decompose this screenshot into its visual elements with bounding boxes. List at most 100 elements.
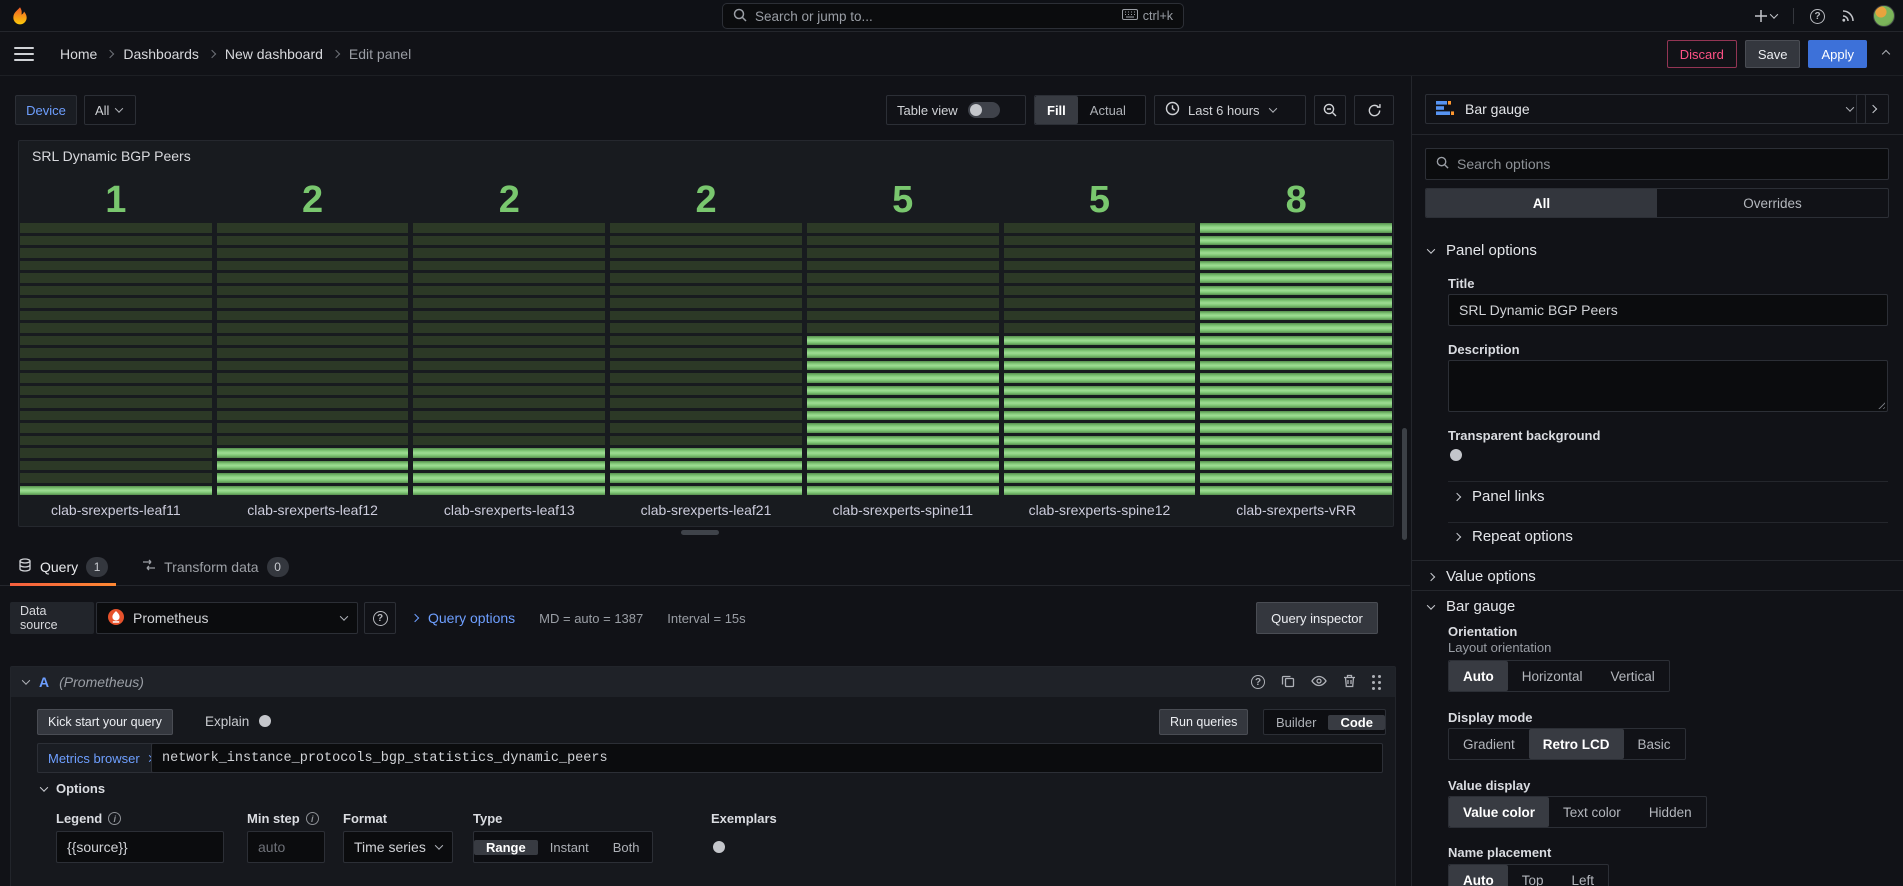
variable-device-value-dropdown[interactable]: All	[84, 95, 136, 125]
min-step-input[interactable]: auto	[247, 831, 325, 863]
bar-gauge-panel[interactable]: SRL Dynamic BGP Peers 1 clab-srexperts-le…	[18, 140, 1394, 527]
option-fill[interactable]: Fill	[1035, 96, 1078, 124]
apply-button[interactable]: Apply	[1808, 40, 1867, 68]
lcd-segment-lit	[1003, 435, 1196, 445]
search-options-input[interactable]: Search options	[1425, 148, 1889, 180]
bar-gauge-section-header[interactable]: Bar gauge	[1426, 598, 1515, 615]
time-range-picker[interactable]: Last 6 hours	[1154, 95, 1306, 125]
lcd-segment-unlit	[20, 235, 212, 245]
zoom-out-time-button[interactable]	[1314, 95, 1346, 125]
option-basic[interactable]: Basic	[1637, 736, 1671, 752]
lcd-segment-unlit	[20, 460, 212, 470]
table-view-toggle[interactable]	[967, 102, 1000, 118]
option-top[interactable]: Top	[1521, 872, 1544, 886]
legend-input[interactable]: {{source}}	[56, 831, 224, 863]
query-a-header[interactable]: A (Prometheus)	[11, 667, 1395, 697]
grafana-logo[interactable]	[10, 6, 30, 29]
query-inspector-button[interactable]: Query inspector	[1256, 602, 1378, 634]
duplicate-query-icon[interactable]	[1281, 674, 1295, 691]
search-input[interactable]: Search or jump to... ctrl+k	[722, 3, 1184, 29]
lcd-segment-unlit	[610, 385, 802, 395]
datasource-help-button[interactable]: ?	[364, 602, 396, 634]
panel-description-textarea[interactable]	[1448, 360, 1888, 412]
option-actual[interactable]: Actual	[1089, 102, 1126, 118]
menu-toggle-icon[interactable]	[14, 46, 34, 61]
run-queries-button[interactable]: Run queries	[1159, 709, 1249, 735]
collapse-options-pane-button[interactable]	[1856, 94, 1889, 124]
option-range[interactable]: Range	[474, 839, 538, 855]
panel-options-section-header[interactable]: Panel options	[1426, 242, 1537, 259]
kick-start-query-button[interactable]: Kick start your query	[37, 709, 173, 735]
variable-device-label[interactable]: Device	[15, 95, 77, 125]
option-retro-lcd[interactable]: Retro LCD	[1528, 729, 1624, 759]
info-icon[interactable]: i	[108, 812, 122, 825]
help-icon[interactable]: ?	[1810, 8, 1825, 24]
breadcrumb-dashboards[interactable]: Dashboards	[123, 45, 199, 62]
option-gradient[interactable]: Gradient	[1463, 736, 1515, 752]
max-data-points-text: MD = auto = 1387	[539, 610, 644, 626]
info-icon[interactable]: i	[305, 812, 319, 825]
option-left[interactable]: Left	[1571, 872, 1595, 886]
lcd-segment-unlit	[20, 360, 212, 370]
lcd-segment-unlit	[610, 423, 802, 433]
discard-button[interactable]: Discard	[1666, 40, 1737, 68]
panel-title-input[interactable]: SRL Dynamic BGP Peers	[1448, 294, 1888, 326]
bar-gauge-viz-icon	[1436, 100, 1456, 119]
refresh-button[interactable]	[1354, 95, 1394, 125]
metrics-browser-button[interactable]: Metrics browser	[37, 743, 162, 773]
new-menu-button[interactable]	[1754, 9, 1779, 23]
tab-transform-data[interactable]: Transform data 0	[132, 548, 298, 586]
save-button[interactable]: Save	[1744, 40, 1801, 68]
bar-gauge-column: 5 clab-srexperts-spine11	[806, 177, 999, 525]
option-auto[interactable]: Auto	[1449, 865, 1508, 886]
type-field-label: Type	[473, 811, 503, 826]
lcd-segment-unlit	[806, 260, 999, 270]
main-scrollbar[interactable]	[1402, 428, 1407, 540]
option-code[interactable]: Code	[1328, 714, 1385, 730]
bar-gauge-value: 2	[498, 178, 520, 221]
delete-query-icon[interactable]	[1343, 674, 1356, 691]
bar-gauge-value: 1	[105, 178, 127, 221]
query-expression-input[interactable]: network_instance_protocols_bgp_statistic…	[151, 743, 1383, 773]
drag-query-handle[interactable]	[1372, 674, 1381, 690]
bar-gauge-segments	[413, 223, 606, 495]
lcd-segment-unlit	[20, 273, 212, 283]
collapse-header-icon[interactable]	[1881, 49, 1891, 59]
option-horizontal[interactable]: Horizontal	[1521, 668, 1583, 684]
lcd-segment-unlit	[1003, 235, 1196, 245]
query-options-expand-icon[interactable]	[410, 613, 420, 623]
collapse-query-icon[interactable]	[21, 676, 31, 685]
breadcrumb-home[interactable]: Home	[60, 45, 98, 62]
breadcrumb-new-dashboard[interactable]: New dashboard	[224, 45, 323, 62]
news-rss-icon[interactable]	[1841, 7, 1857, 26]
hide-query-icon[interactable]	[1311, 674, 1327, 690]
title-field-label: Title	[1448, 276, 1475, 291]
option-builder[interactable]: Builder	[1276, 714, 1317, 730]
tab-overrides[interactable]: Overrides	[1743, 195, 1802, 211]
query-options-section-header[interactable]: Options	[39, 781, 105, 796]
option-both[interactable]: Both	[612, 839, 640, 855]
option-text-color[interactable]: Text color	[1563, 804, 1621, 820]
bar-gauge-label: clab-srexperts-spine12	[1028, 502, 1171, 518]
pane-resize-handle[interactable]	[681, 530, 719, 535]
option-instant[interactable]: Instant	[549, 839, 589, 855]
repeat-options-section-header[interactable]: Repeat options	[1452, 528, 1573, 545]
bar-gauge-column: 2 clab-srexperts-leaf13	[413, 177, 606, 525]
visualization-picker[interactable]: Bar gauge	[1425, 94, 1866, 124]
format-select[interactable]: Time series	[343, 831, 453, 863]
value-options-section-header[interactable]: Value options	[1426, 568, 1536, 585]
option-value-color[interactable]: Value color	[1449, 797, 1550, 827]
transform-icon	[142, 558, 156, 575]
query-help-icon[interactable]: ?	[1251, 675, 1265, 689]
panel-links-section-header[interactable]: Panel links	[1452, 488, 1545, 505]
option-vertical[interactable]: Vertical	[1610, 668, 1655, 684]
query-options-link[interactable]: Query options	[428, 610, 516, 626]
tab-all[interactable]: All	[1426, 189, 1657, 217]
lcd-segment-unlit	[20, 448, 212, 458]
user-avatar[interactable]	[1873, 5, 1895, 27]
option-hidden[interactable]: Hidden	[1648, 804, 1692, 820]
tab-query[interactable]: Query 1	[8, 548, 118, 586]
lcd-segment-lit	[806, 410, 999, 420]
option-auto[interactable]: Auto	[1449, 661, 1508, 691]
data-source-picker[interactable]: Prometheus	[96, 602, 358, 634]
